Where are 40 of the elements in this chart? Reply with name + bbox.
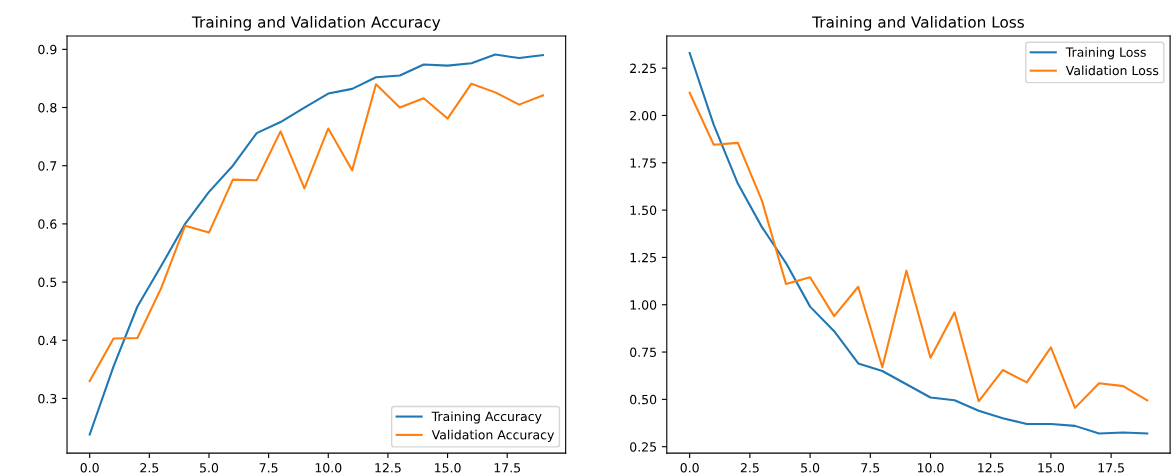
x-tick-label: 17.5 bbox=[494, 463, 521, 473]
x-tick-label: 12.5 bbox=[978, 463, 1004, 473]
y-tick-label: 0.6 bbox=[38, 219, 57, 229]
x-tick-label: 5.0 bbox=[801, 463, 820, 473]
line-series bbox=[88, 82, 545, 383]
y-tick-label: 0.3 bbox=[38, 393, 57, 404]
x-tick-label: 15.0 bbox=[435, 463, 461, 473]
x-tick-label: 15.0 bbox=[1038, 463, 1064, 473]
y-tick-label: 0.25 bbox=[630, 442, 656, 452]
x-tick-label: 7.5 bbox=[259, 463, 278, 473]
legend-label: Training Loss bbox=[1065, 47, 1146, 60]
y-tick-label: 0.9 bbox=[38, 44, 57, 55]
y-tick-label: 1.75 bbox=[630, 158, 656, 168]
y-tick-label: 0.8 bbox=[38, 102, 57, 113]
legend-label: Training Accuracy bbox=[431, 411, 542, 424]
chart-title: Training and Validation Accuracy bbox=[191, 16, 441, 31]
x-tick-label: 17.5 bbox=[1098, 463, 1124, 473]
x-tick-label: 2.5 bbox=[140, 463, 159, 473]
x-tick-label: 12.5 bbox=[375, 463, 401, 473]
y-tick-label: 1.25 bbox=[630, 252, 656, 263]
y-tick-label: 0.5 bbox=[38, 277, 57, 287]
x-tick-label: 0.0 bbox=[80, 463, 99, 473]
y-tick-label: 0.7 bbox=[38, 161, 57, 171]
line-series bbox=[688, 91, 1149, 409]
legend-label: Validation Accuracy bbox=[431, 429, 555, 442]
y-tick-label: 1.00 bbox=[630, 300, 657, 310]
x-tick-label: 10.0 bbox=[917, 463, 944, 473]
y-tick-label: 0.75 bbox=[630, 347, 656, 357]
x-tick-label: 10.0 bbox=[315, 463, 342, 473]
x-tick-label: 0.0 bbox=[680, 463, 699, 473]
y-tick-label: 2.00 bbox=[630, 110, 657, 121]
x-tick-label: 7.5 bbox=[861, 463, 880, 473]
chart-title: Training and Validation Loss bbox=[812, 16, 1024, 31]
y-tick-label: 0.4 bbox=[38, 335, 57, 346]
x-tick-label: 2.5 bbox=[740, 463, 759, 473]
y-tick-label: 2.25 bbox=[630, 63, 656, 74]
legend-label: Validation Loss bbox=[1065, 65, 1159, 76]
x-tick-label: 5.0 bbox=[200, 463, 219, 473]
y-tick-label: 1.50 bbox=[630, 205, 657, 216]
y-tick-label: 0.50 bbox=[630, 394, 657, 405]
